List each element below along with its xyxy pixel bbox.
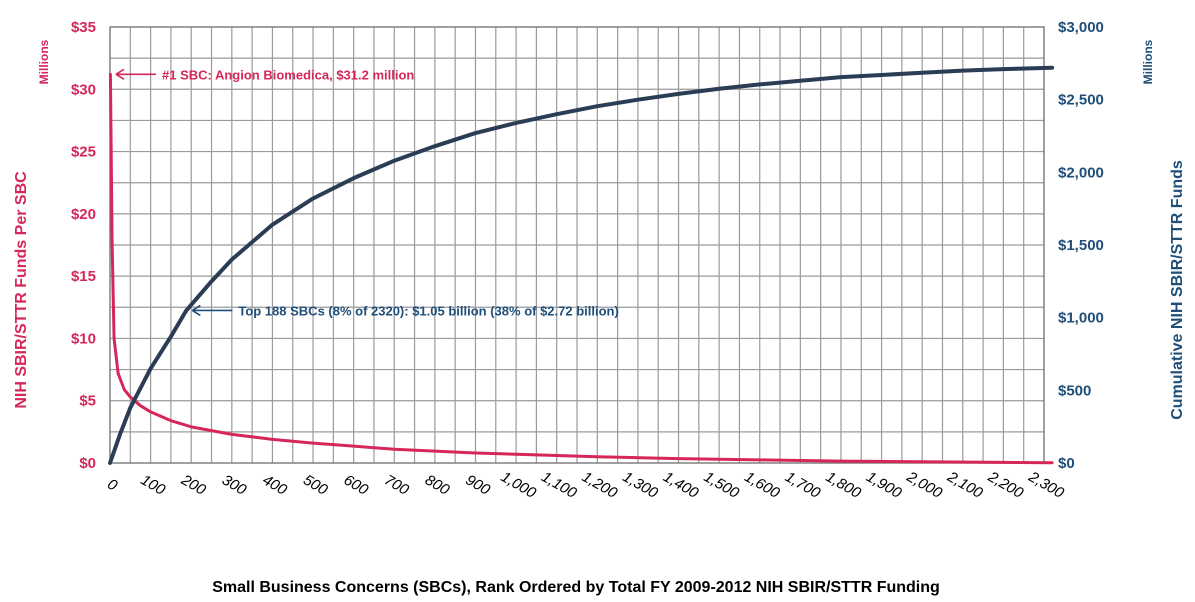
x-tick-label: 1,200 xyxy=(579,468,621,502)
annotation-arrowhead xyxy=(191,304,201,317)
x-tick-label: 300 xyxy=(219,471,250,499)
x-tick-label: 0 xyxy=(104,476,120,495)
x-tick-label: 700 xyxy=(381,471,412,499)
left-tick-label: $0 xyxy=(79,455,96,472)
annotations: #1 SBC: Angion Biomedica, $31.2 million T… xyxy=(115,67,619,318)
x-axis-label: Small Business Concerns (SBCs), Rank Ord… xyxy=(212,579,940,596)
annotation-1: #1 SBC: Angion Biomedica, $31.2 million xyxy=(115,67,414,82)
right-tick-label: $0 xyxy=(1058,455,1075,472)
annotation-arrowhead xyxy=(115,68,125,81)
x-tick-label: 2,000 xyxy=(903,468,945,502)
x-tick-label: 1,400 xyxy=(660,468,702,502)
x-tick-label: 800 xyxy=(422,471,453,499)
grid xyxy=(110,27,1044,463)
x-tick-label: 1,800 xyxy=(823,468,865,502)
series-line-per-sbc xyxy=(108,72,1054,465)
x-tick-label: 1,300 xyxy=(620,468,662,502)
left-axis-unit: Millions xyxy=(37,39,51,84)
left-tick-label: $15 xyxy=(71,268,96,285)
x-tick-label: 2,200 xyxy=(984,468,1026,502)
left-tick-label: $25 xyxy=(71,144,96,161)
x-tick-label: 500 xyxy=(300,471,331,499)
left-axis-ticks: $0 $5 $10 $15 $20 $25 $30 $35 xyxy=(71,19,96,472)
right-tick-label: $3,000 xyxy=(1058,19,1104,36)
right-tick-label: $500 xyxy=(1058,382,1091,399)
left-tick-label: $5 xyxy=(79,393,96,410)
plot-frame xyxy=(109,26,1045,464)
x-tick-label: 900 xyxy=(463,471,494,499)
x-axis-ticks: 0 100 200 300 400 500 600 700 800 900 1,000 1,100 1,… xyxy=(104,468,1067,502)
right-tick-label: $2,500 xyxy=(1058,92,1104,109)
right-tick-label: $2,000 xyxy=(1058,164,1104,181)
x-tick-label: 1,600 xyxy=(741,468,783,502)
annotation-text: Top 188 SBCs (8% of 2320): $1.05 billion… xyxy=(238,303,618,318)
right-tick-label: $1,000 xyxy=(1058,310,1104,327)
annotation-text: #1 SBC: Angion Biomedica, $31.2 million xyxy=(162,67,414,82)
right-axis-ticks: $0 $500 $1,000 $1,500 $2,000 $2,500 $3,000 xyxy=(1058,19,1104,472)
left-tick-label: $35 xyxy=(71,19,96,36)
right-axis-label: Cumulative NIH SBIR/STTR Funds xyxy=(1169,160,1186,420)
x-tick-label: 2,300 xyxy=(1025,468,1067,502)
left-tick-label: $10 xyxy=(71,330,96,347)
left-axis-label: NIH SBIR/STTR Funds Per SBC xyxy=(13,171,30,409)
right-axis-unit: Millions xyxy=(1141,39,1155,84)
x-tick-label: 200 xyxy=(178,471,210,499)
series-layer xyxy=(108,65,1055,465)
left-tick-label: $30 xyxy=(71,81,96,98)
left-tick-label: $20 xyxy=(71,206,96,223)
x-tick-label: 600 xyxy=(341,471,372,499)
annotation-2: Top 188 SBCs (8% of 2320): $1.05 billion… xyxy=(191,303,619,318)
x-tick-label: 1,000 xyxy=(498,468,540,502)
x-tick-label: 1,900 xyxy=(863,468,905,502)
x-tick-label: 2,100 xyxy=(944,468,986,502)
x-tick-label: 100 xyxy=(138,471,169,499)
x-tick-label: 400 xyxy=(260,471,291,499)
right-tick-label: $1,500 xyxy=(1058,237,1104,254)
x-tick-label: 1,700 xyxy=(782,468,824,502)
x-tick-label: 1,100 xyxy=(538,468,580,502)
x-tick-label: 1,500 xyxy=(701,468,743,502)
series-line-cumulative xyxy=(108,65,1055,465)
